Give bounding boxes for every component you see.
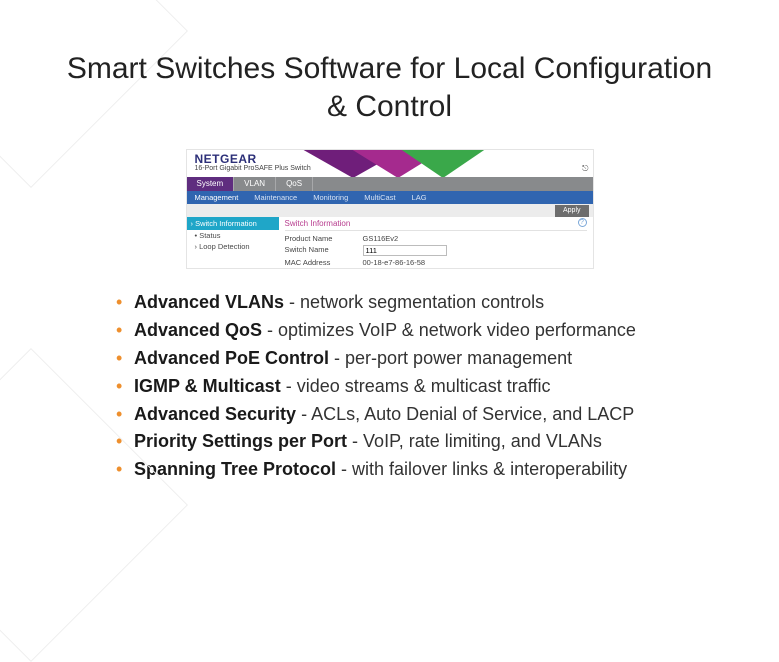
sidebar: › Switch Information • Status › Loop Det… — [187, 217, 279, 268]
sidebar-item-status[interactable]: • Status — [187, 230, 279, 241]
subtab-management[interactable]: Management — [187, 191, 247, 204]
brand-triangles — [293, 150, 473, 177]
subtab-multicast[interactable]: MultiCast — [356, 191, 403, 204]
feature-item: IGMP & Multicast - video streams & multi… — [116, 373, 719, 401]
feature-item: Advanced PoE Control - per-port power ma… — [116, 345, 719, 373]
feature-item: Advanced VLANs - network segmentation co… — [116, 289, 719, 317]
feature-desc: video streams & multicast traffic — [297, 376, 551, 396]
feature-list: Advanced VLANs - network segmentation co… — [116, 289, 719, 484]
action-bar: Apply — [187, 204, 593, 217]
sidebar-header-text: Switch Information — [195, 219, 257, 228]
primary-tabs: System VLAN QoS — [187, 177, 593, 191]
field-value: 00-18-e7-86-16-58 — [363, 258, 426, 267]
field-product-name: Product Name GS116Ev2 — [285, 233, 587, 244]
content-panel: Switch Information ? Product Name GS116E… — [279, 217, 593, 268]
tab-system[interactable]: System — [187, 177, 235, 191]
subtab-maintenance[interactable]: Maintenance — [246, 191, 305, 204]
section-title-text: Switch Information — [285, 219, 351, 228]
logout-icon[interactable]: ⎋ — [582, 164, 588, 174]
feature-desc: network segmentation controls — [300, 292, 544, 312]
feature-name: Spanning Tree Protocol — [134, 459, 336, 479]
feature-name: Advanced PoE Control — [134, 348, 329, 368]
section-title: Switch Information ? — [285, 217, 587, 231]
field-label: Product Name — [285, 234, 363, 243]
sidebar-item-loop-detection[interactable]: › Loop Detection — [187, 241, 279, 252]
config-ui-screenshot: NETGEAR 16-Port Gigabit ProSAFE Plus Swi… — [186, 149, 594, 269]
apply-button[interactable]: Apply — [555, 205, 589, 217]
feature-desc: per-port power management — [345, 348, 572, 368]
tab-qos[interactable]: QoS — [276, 177, 313, 191]
tab-vlan[interactable]: VLAN — [234, 177, 276, 191]
field-label: Switch Name — [285, 245, 363, 256]
field-switch-name: Switch Name — [285, 244, 587, 257]
feature-item: Advanced Security - ACLs, Auto Denial of… — [116, 401, 719, 429]
field-value: GS116Ev2 — [363, 234, 399, 243]
feature-desc: VoIP, rate limiting, and VLANs — [363, 431, 602, 451]
switch-name-input[interactable] — [363, 245, 447, 256]
secondary-tabs: Management Maintenance Monitoring MultiC… — [187, 191, 593, 204]
feature-item: Advanced QoS - optimizes VoIP & network … — [116, 317, 719, 345]
screenshot-header: NETGEAR 16-Port Gigabit ProSAFE Plus Swi… — [187, 150, 593, 177]
feature-name: Advanced Security — [134, 404, 296, 424]
feature-name: Priority Settings per Port — [134, 431, 347, 451]
sidebar-item-label: Loop Detection — [199, 242, 249, 251]
sidebar-header: › Switch Information — [187, 217, 279, 230]
page-title: Smart Switches Software for Local Config… — [60, 50, 719, 125]
brand-logo: NETGEAR — [195, 152, 257, 166]
feature-desc: with failover links & interoperability — [352, 459, 627, 479]
field-mac-address: MAC Address 00-18-e7-86-16-58 — [285, 257, 587, 268]
brand-subtitle: 16-Port Gigabit ProSAFE Plus Switch — [195, 165, 311, 172]
feature-item: Priority Settings per Port - VoIP, rate … — [116, 428, 719, 456]
feature-desc: ACLs, Auto Denial of Service, and LACP — [311, 404, 634, 424]
feature-name: IGMP & Multicast — [134, 376, 281, 396]
help-icon[interactable]: ? — [578, 218, 587, 227]
sidebar-item-label: Status — [199, 231, 220, 240]
subtab-monitoring[interactable]: Monitoring — [305, 191, 356, 204]
field-label: MAC Address — [285, 258, 363, 267]
feature-name: Advanced QoS — [134, 320, 262, 340]
feature-item: Spanning Tree Protocol - with failover l… — [116, 456, 719, 484]
feature-desc: optimizes VoIP & network video performan… — [278, 320, 636, 340]
subtab-lag[interactable]: LAG — [404, 191, 435, 204]
feature-name: Advanced VLANs — [134, 292, 284, 312]
